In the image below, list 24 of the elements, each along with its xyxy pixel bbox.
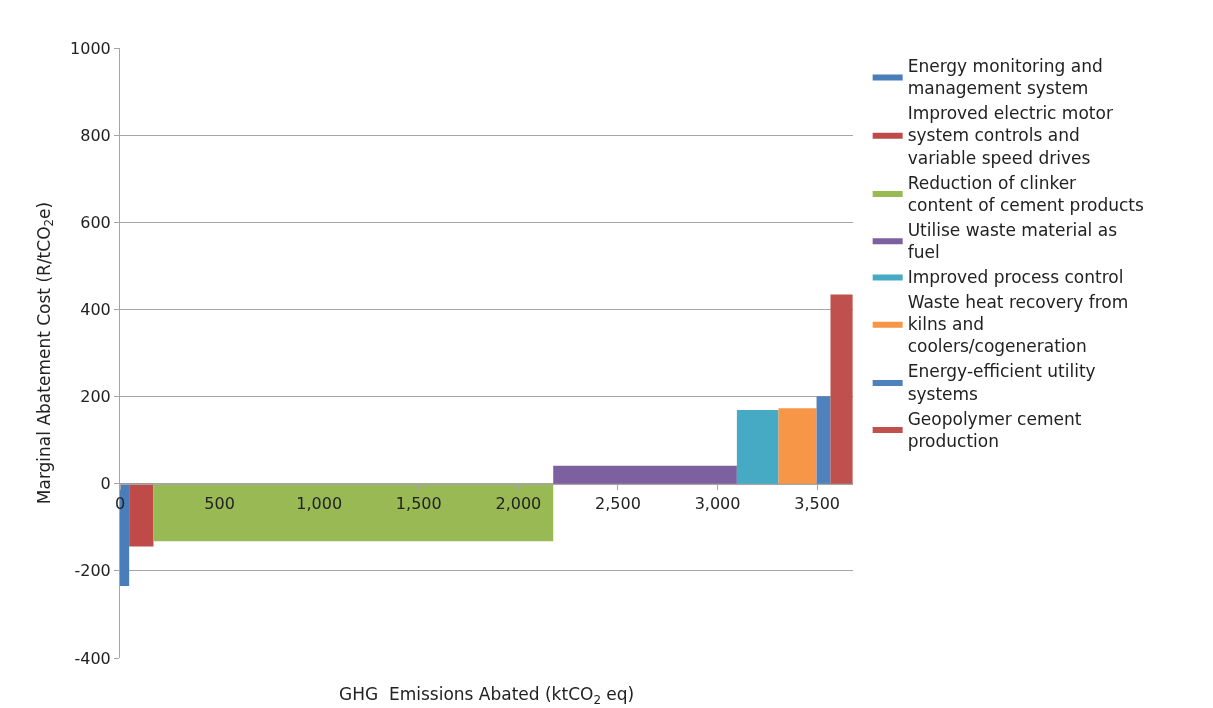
x-tick-label: 1,000 [296, 493, 343, 513]
x-tick-label: 3,000 [694, 493, 741, 513]
y-tick-label: 1000 [70, 38, 111, 58]
legend-label: Improved process control [907, 267, 1124, 288]
legend-label: Waste heat recovery from kilns and coolers/cogeneration [907, 292, 1129, 357]
legend-label: Reduction of clinker content of cement products [907, 172, 1144, 215]
y-tick-label: -400 [74, 648, 111, 668]
y-tick-label: 200 [80, 387, 111, 407]
legend-label: Energy-efficient utility systems [907, 361, 1096, 404]
y-tick-label: 400 [80, 300, 111, 320]
legend-label: Improved electric motor system controls and variable speed drives [907, 103, 1113, 168]
x-tick-label: 3,500 [794, 493, 841, 513]
legend-label: Geopolymer cement production [907, 408, 1082, 451]
y-tick-label: 800 [80, 125, 111, 145]
x-tick-label: 1,500 [395, 493, 442, 513]
x-axis-title: GHG Emissions Abated (ktCO$_{2}$ eq) [339, 684, 635, 707]
x-tick-label: 500 [204, 493, 235, 513]
y-tick-label: 0 [100, 474, 111, 494]
x-tick-label: 2,000 [495, 493, 542, 513]
y-tick-label: 600 [80, 212, 111, 232]
x-tick-label: 2,500 [595, 493, 641, 513]
y-tick-label: -200 [74, 561, 111, 581]
legend-label: Utilise waste material as fuel [907, 219, 1118, 262]
legend-label: Energy monitoring and management system [907, 56, 1103, 99]
